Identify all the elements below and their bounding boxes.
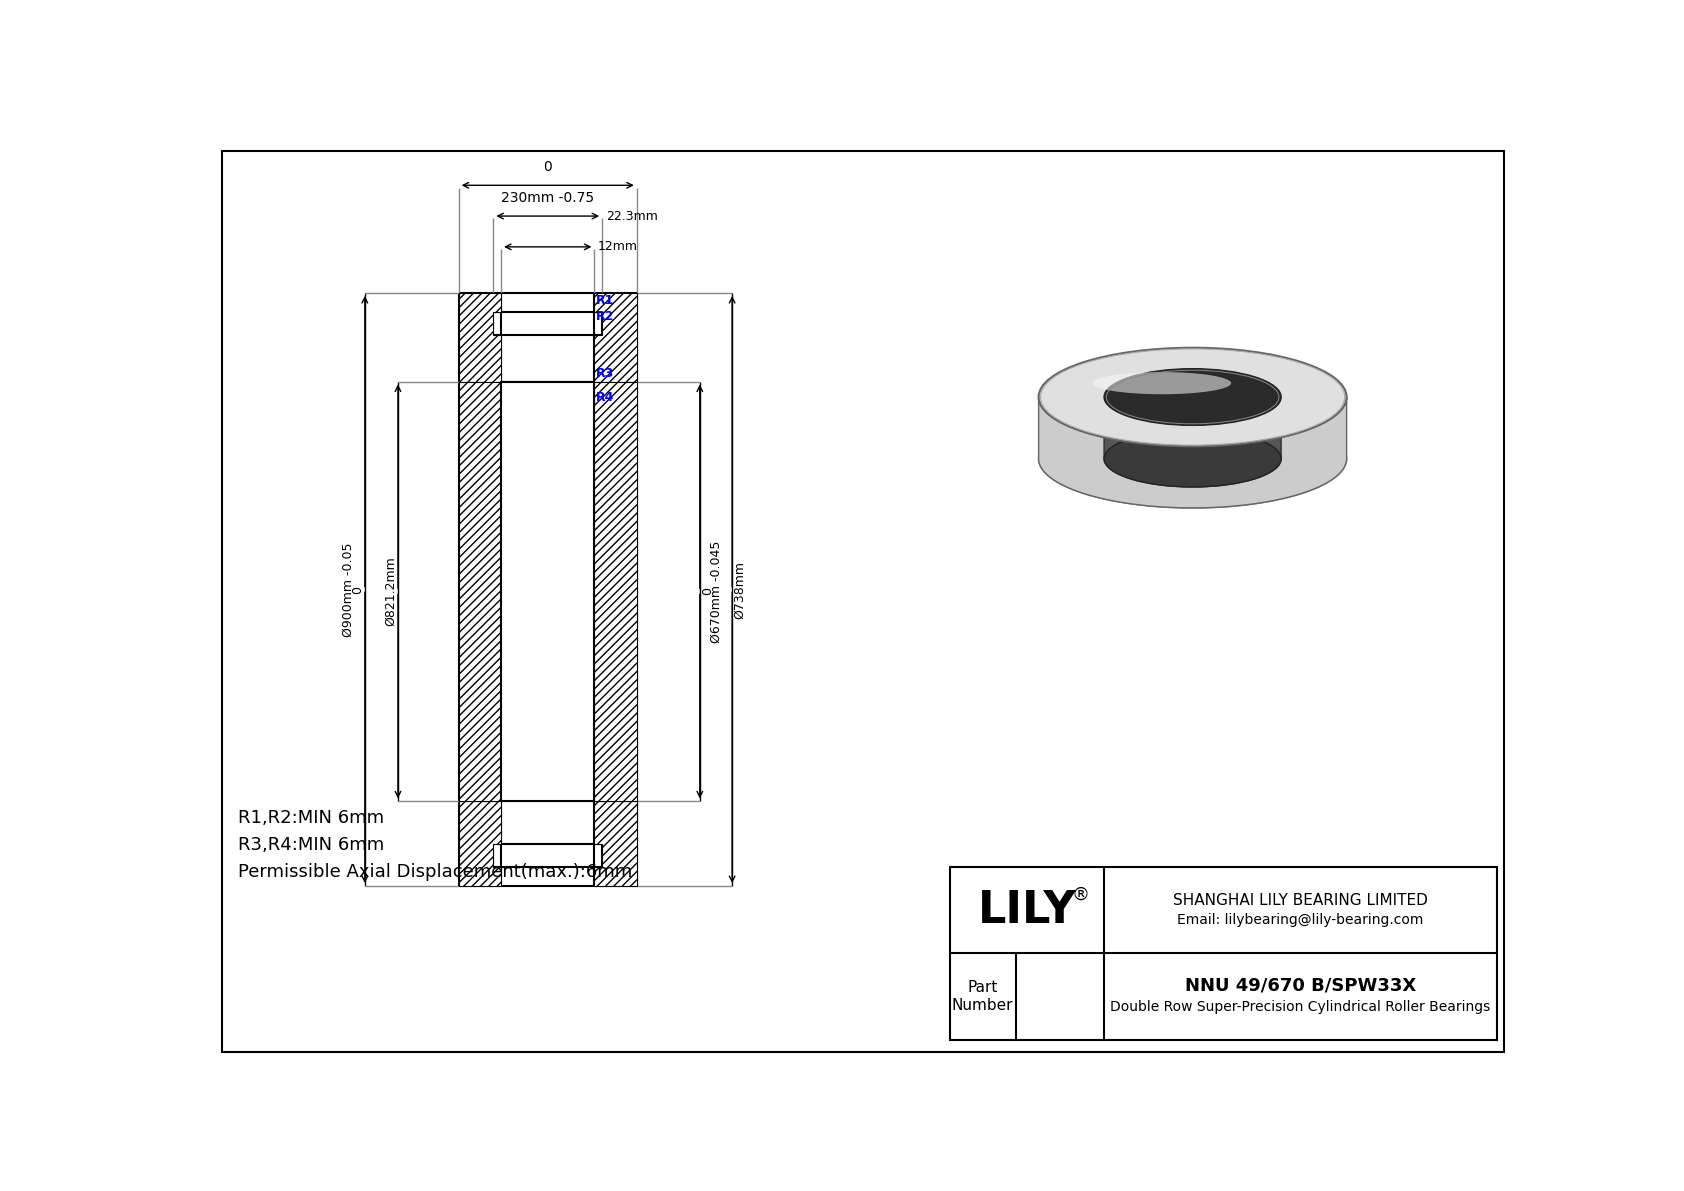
Text: Permissible Axial Displacement(max.):6mm: Permissible Axial Displacement(max.):6mm — [237, 862, 632, 881]
Ellipse shape — [1105, 369, 1282, 425]
Text: 0: 0 — [701, 587, 714, 596]
Text: ®: ® — [1073, 886, 1090, 904]
Text: R3: R3 — [596, 367, 615, 380]
Text: R2: R2 — [596, 310, 615, 323]
Text: R1: R1 — [596, 294, 615, 307]
Text: 0: 0 — [350, 586, 364, 593]
Text: Ø821.2mm: Ø821.2mm — [384, 556, 397, 626]
Text: R3,R4:MIN 6mm: R3,R4:MIN 6mm — [237, 836, 384, 854]
Polygon shape — [458, 802, 502, 886]
Text: NNU 49/670 B/SPW33X: NNU 49/670 B/SPW33X — [1186, 977, 1416, 994]
Text: 12mm: 12mm — [598, 241, 638, 254]
Text: 22.3mm: 22.3mm — [606, 210, 658, 223]
Text: 230mm -0.75: 230mm -0.75 — [502, 192, 594, 205]
Polygon shape — [1039, 397, 1347, 507]
Text: Ø670mm -0.045: Ø670mm -0.045 — [711, 541, 722, 643]
Text: Email: lilybearing@lily-bearing.com: Email: lilybearing@lily-bearing.com — [1177, 913, 1423, 927]
Text: SHANGHAI LILY BEARING LIMITED: SHANGHAI LILY BEARING LIMITED — [1174, 892, 1428, 908]
Text: Double Row Super-Precision Cylindrical Roller Bearings: Double Row Super-Precision Cylindrical R… — [1110, 1000, 1490, 1015]
Bar — [502, 381, 594, 802]
Polygon shape — [1105, 397, 1282, 487]
Bar — [950, 867, 1497, 1040]
Text: Part
Number: Part Number — [951, 980, 1014, 1012]
Polygon shape — [594, 802, 637, 886]
Polygon shape — [594, 293, 637, 381]
Text: R1,R2:MIN 6mm: R1,R2:MIN 6mm — [237, 809, 384, 827]
Text: R4: R4 — [596, 391, 615, 404]
Polygon shape — [594, 381, 637, 802]
Ellipse shape — [1039, 410, 1347, 507]
Ellipse shape — [1105, 430, 1282, 487]
Polygon shape — [458, 381, 502, 802]
Text: LILY: LILY — [978, 888, 1076, 931]
Text: Ø738mm: Ø738mm — [733, 561, 746, 618]
Text: Ø900mm -0.05: Ø900mm -0.05 — [342, 542, 354, 637]
Text: 0: 0 — [544, 161, 552, 175]
Polygon shape — [458, 293, 502, 381]
Ellipse shape — [1039, 348, 1347, 447]
Ellipse shape — [1093, 372, 1231, 394]
